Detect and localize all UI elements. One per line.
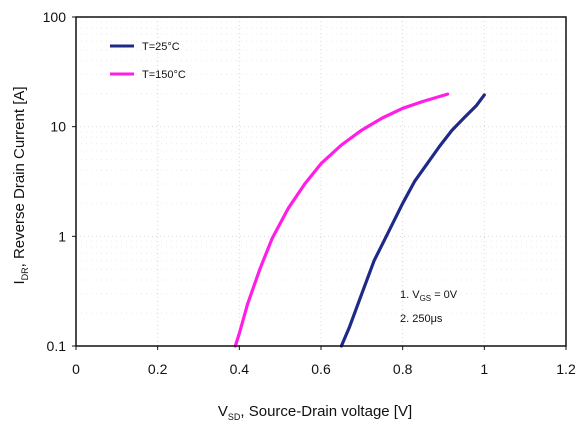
note-line-1: 1. VGS = 0V	[400, 289, 458, 303]
note-line-1-main: 1. V	[400, 289, 420, 301]
tick-layer: 0 0.2 0.4 0.6 0.8 1 1.2 0.1 1 10 100	[43, 9, 576, 377]
x-axis-title-sub: SD	[228, 412, 241, 422]
x-tick-label: 0.2	[148, 361, 168, 377]
y-tick-label: 10	[50, 119, 66, 135]
x-axis-title: VSD, Source-Drain voltage [V]	[218, 403, 412, 422]
x-tick-label: 1.2	[556, 361, 576, 377]
note-line-1-rest: = 0V	[431, 289, 458, 301]
legend: T=25°C T=150°C	[110, 41, 186, 81]
annotations: 1. VGS = 0V 2. 250μs	[400, 289, 458, 325]
grid-layer	[76, 17, 566, 346]
y-tick-label: 100	[43, 9, 67, 25]
x-tick-label: 0.4	[230, 361, 250, 377]
x-tick-label: 0.6	[311, 361, 331, 377]
x-tick-label: 1	[480, 361, 488, 377]
legend-label: T=25°C	[142, 41, 180, 53]
y-tick-label: 0.1	[47, 338, 67, 354]
y-axis-title-main: I	[11, 280, 28, 284]
x-tick-label: 0	[72, 361, 80, 377]
note-line-2: 2. 250μs	[400, 313, 443, 325]
y-tick-label: 1	[58, 228, 66, 244]
y-axis-title: IDR, Reverse Drain Current [A]	[11, 86, 30, 284]
series-line-t150c	[233, 92, 450, 348]
x-axis-title-rest: , Source-Drain voltage [V]	[240, 403, 412, 420]
legend-label: T=150°C	[142, 69, 186, 81]
x-tick-label: 0.8	[393, 361, 413, 377]
y-axis-title-sub: DR	[20, 267, 30, 280]
x-axis-title-main: V	[218, 403, 228, 420]
y-axis-title-rest: , Reverse Drain Current [A]	[11, 86, 28, 267]
series-line-t25c	[339, 93, 486, 348]
series-layer	[233, 92, 486, 348]
note-line-1-sub: GS	[420, 294, 432, 303]
